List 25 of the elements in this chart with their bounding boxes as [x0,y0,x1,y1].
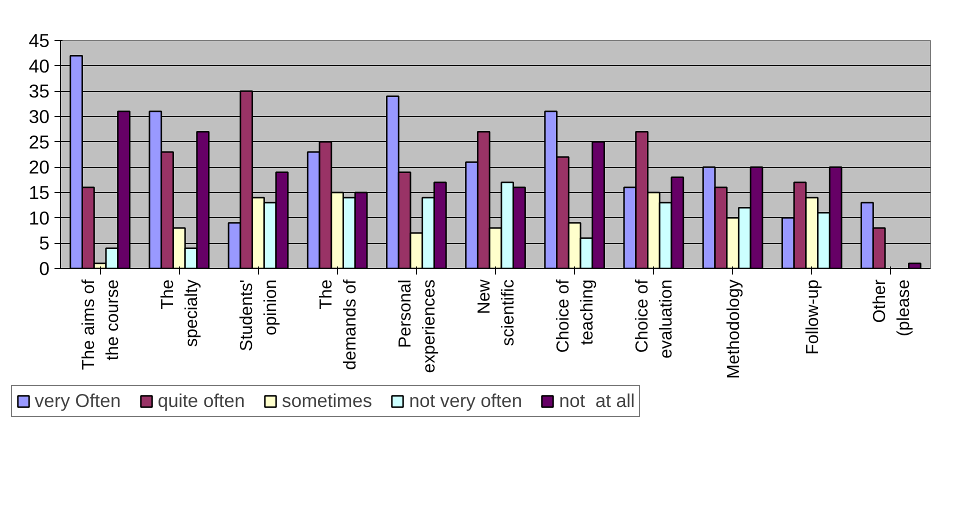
y-tick-label: 5 [39,232,50,254]
x-tick-label: Personal experiences [394,279,438,373]
legend-label: quite often [158,390,245,412]
legend-label: very Often [34,390,121,412]
x-tick-label: The specialty [157,279,202,347]
x-tick-label: New scientific [474,279,518,346]
legend-label: sometimes [282,390,372,412]
x-tick-label: Choice of teaching [552,279,597,353]
x-tick-label: The aims of the course [78,279,122,370]
legend-label: not very often [409,390,522,412]
x-tick-label: Methodology [722,279,743,379]
y-tick-label: 35 [28,80,50,102]
y-tick-label: 40 [28,55,50,76]
x-tick-label: The demands of [315,279,360,370]
y-tick-label: 15 [28,182,50,203]
x-tick-label: Follow-up [802,279,822,355]
y-tick-label: 25 [28,131,50,152]
y-tick-label: 30 [28,106,50,127]
x-tick-label: Choice of evaluation [632,279,676,358]
y-tick-label: 20 [28,156,50,178]
y-tick-label: 45 [28,30,50,51]
x-tick-label: Other (please [868,279,913,336]
legend-label: not at all [559,390,635,412]
y-tick-label: 10 [28,207,50,228]
y-tick-label: 0 [39,258,50,279]
